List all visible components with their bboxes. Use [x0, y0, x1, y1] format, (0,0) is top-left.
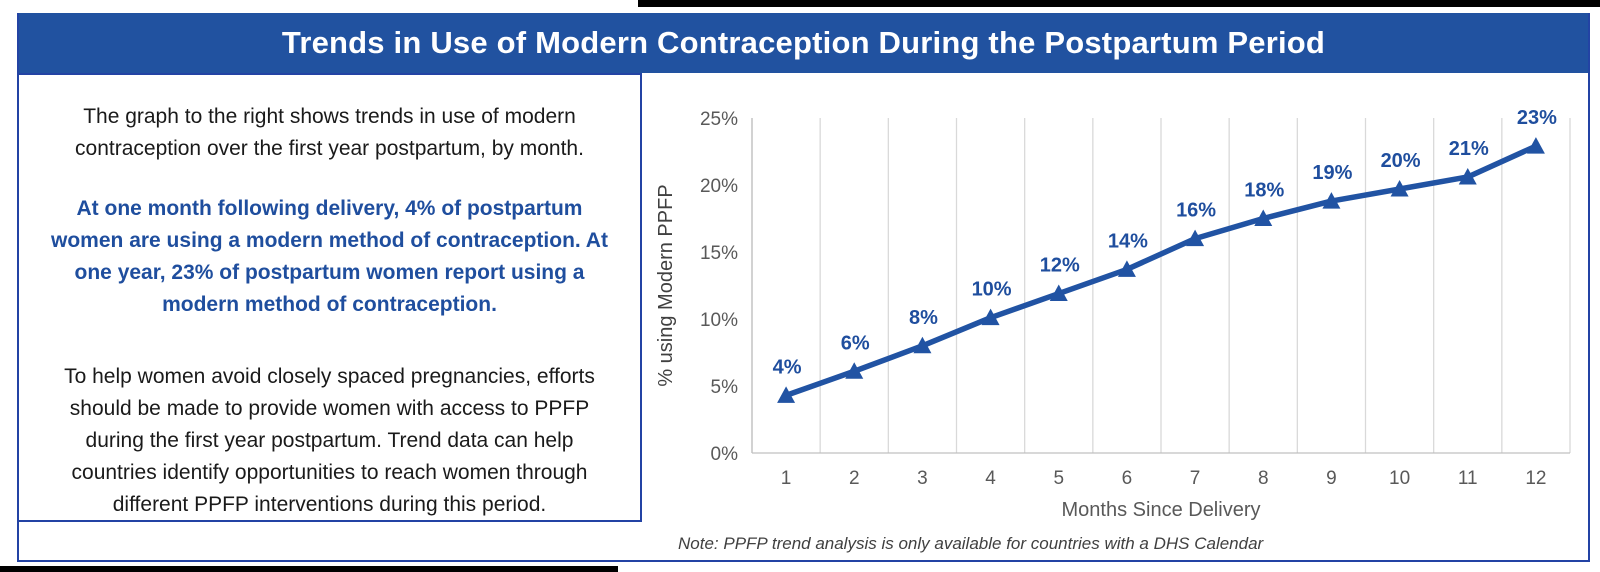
x-tick-label: 3 — [917, 468, 928, 489]
bottom-divider-bar — [0, 566, 618, 572]
page-title: Trends in Use of Modern Contraception Du… — [281, 25, 1326, 60]
triangle-marker — [1117, 260, 1136, 277]
x-tick-label: 5 — [1053, 468, 1064, 489]
paragraph-recommendation: To help women avoid closely spaced pregn… — [64, 365, 595, 516]
triangle-marker — [1254, 209, 1273, 226]
triangle-marker — [1390, 180, 1409, 197]
x-tick-label: 1 — [781, 468, 792, 489]
trend-line — [785, 143, 1538, 398]
top-divider-bar — [638, 0, 1600, 7]
y-axis-title: % using Modern PPFP — [655, 184, 677, 386]
data-label: 14% — [1108, 230, 1148, 252]
data-label: 20% — [1381, 150, 1421, 172]
trend-chart: 0%5%10%15%20%25%1 2 3 4 5 6 7 8 9 10 11 124%6%8%10%… — [655, 107, 1571, 521]
x-tick-label: 12 — [1525, 468, 1546, 489]
data-label: 16% — [1176, 200, 1216, 222]
triangle-marker — [1322, 192, 1341, 209]
triangle-marker — [1186, 229, 1205, 247]
y-tick-label: 15% — [700, 243, 738, 264]
triangle-marker — [845, 362, 864, 379]
data-label: 18% — [1244, 180, 1284, 202]
paragraph-intro: The graph to the right shows trends in u… — [75, 105, 584, 160]
data-label: 21% — [1449, 138, 1489, 160]
x-tick-label: 2 — [849, 468, 860, 489]
figure-card: Trends in Use of Modern Contraception Du… — [17, 13, 1590, 562]
x-tick-label: 9 — [1326, 468, 1337, 489]
x-tick-label: 4 — [985, 468, 996, 489]
x-tick-label: 11 — [1458, 468, 1478, 489]
x-tick-label: 10 — [1389, 468, 1410, 489]
title-bar: Trends in Use of Modern Contraception Du… — [19, 13, 1588, 73]
y-tick-label: 20% — [700, 176, 738, 197]
y-tick-label: 5% — [711, 377, 739, 398]
y-tick-label: 0% — [711, 444, 739, 465]
x-axis-title: Months Since Delivery — [1062, 499, 1261, 521]
chart-panel: 0% 5% 10% 15% 20% 25% 1 2 3 4 5 6 7 8 9 10 11 12 4% 6% 8% 10%… — [642, 73, 1592, 560]
y-tick-label: 10% — [700, 310, 738, 331]
triangle-marker — [913, 336, 932, 354]
x-tick-label: 6 — [1122, 468, 1133, 489]
data-label: 12% — [1040, 255, 1080, 277]
triangle-marker — [777, 386, 796, 403]
data-label: 19% — [1312, 162, 1352, 184]
text-panel: The graph to the right shows trends in u… — [17, 73, 642, 522]
paragraph-highlight: At one month following delivery, 4% of p… — [51, 197, 608, 316]
triangle-marker — [981, 308, 1000, 326]
triangle-marker — [1049, 284, 1068, 302]
card-body: The graph to the right shows trends in u… — [17, 73, 1588, 560]
data-label: 8% — [909, 307, 938, 329]
triangle-marker — [1458, 167, 1477, 185]
x-tick-label: 7 — [1190, 468, 1201, 489]
triangle-marker — [1526, 137, 1545, 154]
y-tick-label: 25% — [700, 109, 738, 130]
data-label: 6% — [841, 332, 870, 354]
data-label: 4% — [773, 356, 802, 378]
x-tick-label: 8 — [1258, 468, 1269, 489]
data-label: 10% — [972, 279, 1012, 301]
data-label: 23% — [1517, 107, 1557, 129]
chart-footnote: Note: PPFP trend analysis is only availa… — [678, 534, 1264, 553]
